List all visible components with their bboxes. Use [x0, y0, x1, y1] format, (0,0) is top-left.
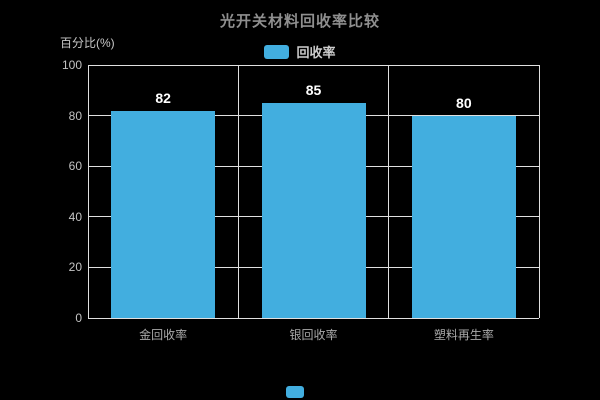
bar-塑料再生率[interactable] — [411, 115, 516, 318]
bar-value-label: 82 — [155, 89, 171, 106]
y-tick-label: 100 — [61, 58, 82, 72]
plot-area: 0 20 40 60 80 100 82 金回收率 85 银回收率 80 塑料再生率 — [62, 58, 540, 342]
legend-marker-icon[interactable] — [264, 44, 290, 59]
legend[interactable]: 回收率 — [0, 42, 600, 61]
y-axis-name: 百分比(%) — [60, 36, 115, 50]
bar-金回收率[interactable] — [111, 110, 216, 318]
bottom-legend-marker-icon[interactable] — [286, 386, 304, 398]
x-category-label: 金回收率 — [139, 328, 188, 342]
gridline-horizontal — [88, 317, 539, 319]
legend-label[interactable]: 回收率 — [296, 45, 336, 60]
x-category-label: 塑料再生率 — [433, 328, 494, 342]
y-tick-label: 20 — [68, 260, 82, 275]
y-tick-label: 80 — [68, 108, 82, 123]
y-tick-label: 40 — [68, 209, 82, 224]
bar-value-label: 85 — [305, 81, 322, 98]
gridline-vertical — [237, 65, 239, 318]
x-category-label: 银回收率 — [289, 328, 338, 342]
y-axis-line — [88, 65, 89, 318]
y-tick-label: 0 — [75, 311, 82, 325]
chart-title: 光开关材料回收率比较 — [219, 13, 380, 30]
gridline-horizontal — [88, 64, 539, 66]
bar-银回收率[interactable] — [261, 102, 366, 318]
gridline-vertical — [388, 65, 390, 318]
bar-value-label: 80 — [456, 94, 472, 111]
y-tick-label: 60 — [68, 159, 82, 174]
gridline-vertical — [538, 65, 540, 318]
